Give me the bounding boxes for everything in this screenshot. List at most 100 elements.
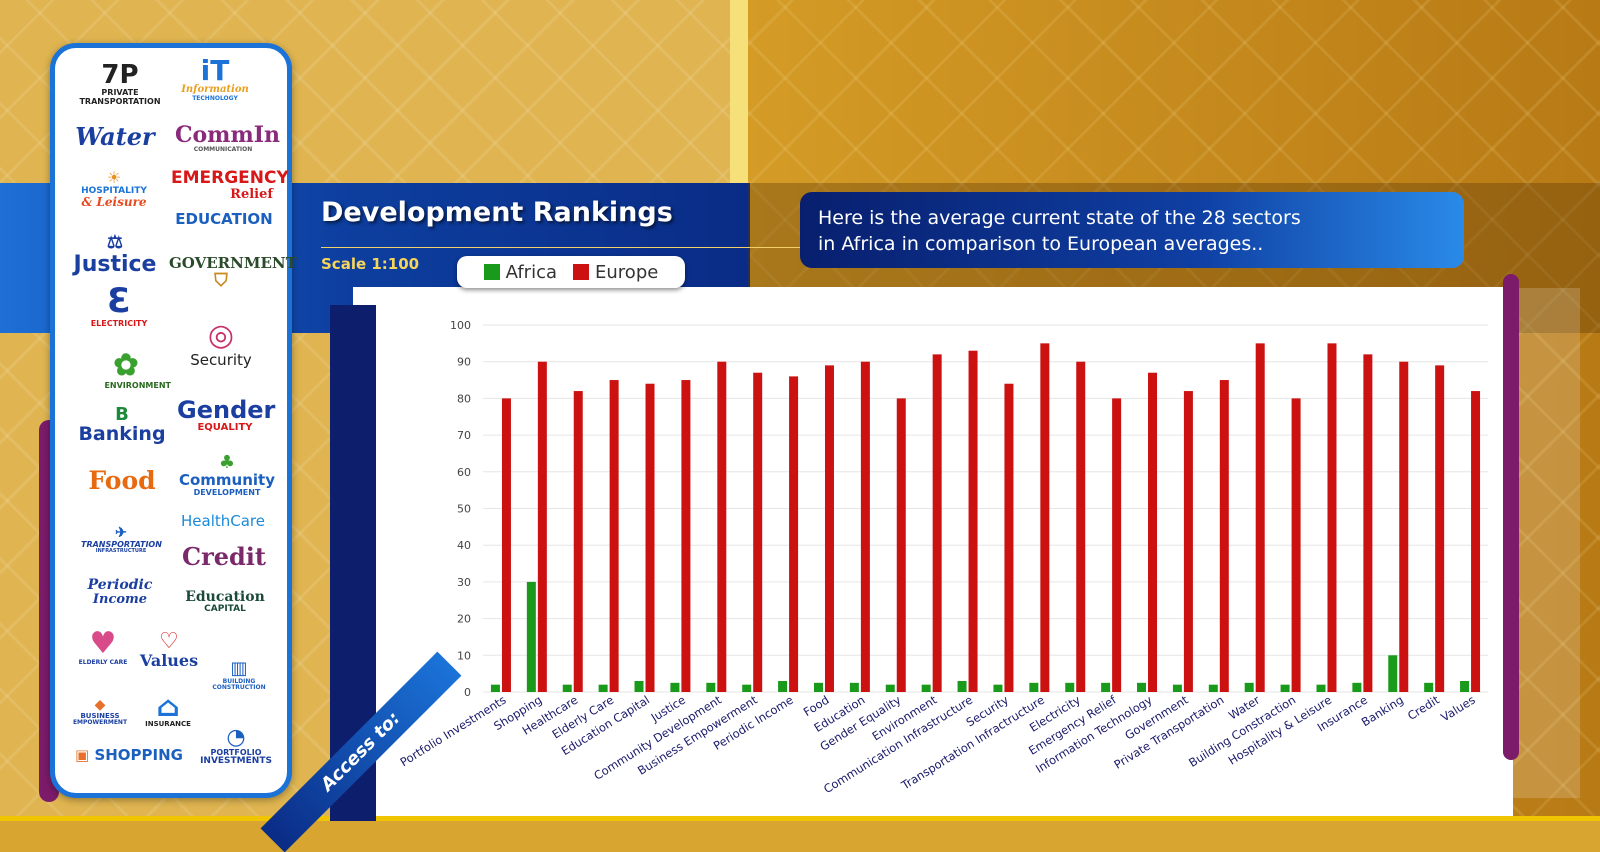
logo-security[interactable]: ◎ Security [179, 320, 263, 368]
legend-label-africa: Africa [505, 261, 558, 283]
logo-label: ELECTRICITY [90, 318, 148, 328]
logo-sublabel: INFRASTRUCTURE [95, 548, 147, 555]
logo-shopping[interactable]: ▣ SHOPPING [75, 747, 183, 764]
logo-label: Education [185, 589, 265, 605]
bar-europe-24 [1363, 354, 1373, 692]
logo-label: Food [88, 466, 156, 495]
logo-label: HealthCare [181, 512, 265, 530]
bar-europe-16 [1076, 361, 1086, 692]
development-rankings-chart: 0 10 20 30 40 50 60 70 80 90 100 Portfolio Investm… [398, 319, 1488, 796]
logo-label: Justice [73, 251, 157, 277]
bar-africa-27 [1460, 680, 1470, 692]
logo-gender-equality[interactable]: Gender EQUALITY [177, 396, 276, 434]
crane-icon: ▥ [230, 658, 248, 679]
it-glyph-icon: iT [200, 54, 230, 87]
bar-europe-17 [1112, 398, 1122, 692]
legend-item-europe: Europe [573, 262, 658, 283]
bar-europe-3 [609, 380, 619, 692]
logo-transportation[interactable]: ✈ TRANSPORTATION INFRASTRUCTURE [81, 526, 162, 555]
logo-emergency-relief[interactable]: EMERGENCY Relief [171, 169, 289, 201]
info-box: Here is the average current state of the… [800, 192, 1464, 268]
logo-label: Security [190, 350, 252, 369]
logo-information-technology[interactable]: iT Information TECHNOLOGY [177, 56, 253, 102]
y-tick-label: 20 [457, 613, 471, 626]
bar-africa-25 [1388, 655, 1398, 692]
y-tick-label: 100 [450, 319, 471, 332]
logo-values[interactable]: ♡ Values [137, 629, 201, 671]
info-line-1: Here is the average current state of the… [818, 207, 1301, 229]
logo-sublabel: INVESTMENTS [200, 756, 272, 767]
y-tick-label: 90 [457, 356, 471, 369]
bar-africa-12 [921, 684, 931, 692]
bar-europe-10 [860, 361, 870, 692]
logo-label: Values [139, 651, 199, 671]
transport-glyph-icon: 7P [101, 60, 139, 90]
logo-sublabel: DEVELOPMENT [193, 487, 261, 497]
y-tick-label: 30 [457, 576, 471, 589]
bar-africa-17 [1101, 682, 1111, 692]
bar-africa-5 [670, 682, 680, 692]
bar-africa-18 [1137, 682, 1147, 692]
y-tick-label: 10 [457, 649, 471, 662]
banking-b-icon: B [115, 404, 129, 425]
logo-food[interactable]: Food [85, 466, 159, 495]
bar-europe-2 [573, 391, 583, 692]
legend-item-africa: Africa [483, 261, 558, 283]
bar-europe-5 [681, 380, 691, 692]
logo-business-empowerment[interactable]: ◆ BUSINESS EMPOWERMENT [65, 698, 135, 726]
logo-label: BUILDING CONSTRUCTION [212, 677, 266, 692]
bar-africa-0 [490, 684, 500, 692]
logo-building-construction[interactable]: ▥ BUILDING CONSTRUCTION [203, 658, 275, 692]
house-umbrella-icon: ⌂ [156, 690, 180, 723]
logo-justice[interactable]: ⚖ Justice [69, 233, 161, 277]
logo-label: BUSINESS [80, 711, 120, 720]
bar-europe-13 [968, 350, 978, 692]
logo-label: HOSPITALITY [81, 185, 147, 196]
logo-water[interactable]: Water [75, 124, 155, 149]
shield-icon: ⛉ [214, 269, 228, 291]
logo-community-development[interactable]: ♣ Community DEVELOPMENT [177, 452, 277, 497]
logo-sublabel: CAPITAL [204, 603, 246, 614]
logo-education-capital[interactable]: Education CAPITAL [175, 590, 275, 614]
bar-africa-23 [1316, 684, 1326, 692]
bar-africa-16 [1065, 682, 1075, 692]
bar-africa-4 [634, 680, 644, 692]
bar-africa-8 [778, 680, 788, 692]
logo-private-transportation[interactable]: 7P PRIVATE TRANSPORTATION [75, 60, 165, 106]
bar-africa-2 [562, 684, 572, 692]
bar-europe-26 [1435, 365, 1445, 692]
logo-credit[interactable]: Credit [179, 544, 269, 569]
logo-label: GOVERNMENT [169, 254, 297, 272]
logo-insurance[interactable]: ⌂ INSURANCE [135, 692, 201, 729]
x-axis-labels: Portfolio InvestmentsShoppingHealthcareE… [398, 692, 1478, 796]
logo-commin[interactable]: CommIn COMMUNICATION [175, 123, 280, 153]
bar-africa-26 [1424, 682, 1434, 692]
bar-europe-12 [932, 354, 942, 692]
y-tick-label: 0 [464, 686, 471, 699]
logo-label: Gender [177, 396, 276, 424]
logo-hospitality[interactable]: ☀ HOSPITALITY & Leisure [69, 169, 159, 209]
logo-sublabel: EMPOWERMENT [72, 719, 128, 727]
logo-periodic-income[interactable]: Periodic Income [77, 578, 163, 606]
logo-electricity[interactable]: Ɛ ELECTRICITY [79, 283, 159, 328]
logo-elderly-care[interactable]: ♥ ELDERLY CARE [75, 628, 131, 666]
bar-europe-19 [1183, 391, 1193, 692]
logo-label: TRANSPORTATION [81, 539, 162, 549]
logo-portfolio-investments[interactable]: ◔ PORTFOLIO INVESTMENTS [193, 725, 279, 767]
logo-healthcare[interactable]: HealthCare [173, 512, 273, 530]
logo-label: Information [181, 84, 249, 96]
right-accent-pill [1503, 274, 1519, 760]
title-divider [321, 247, 801, 248]
bar-europe-25 [1399, 361, 1409, 692]
bar-africa-6 [706, 682, 716, 692]
business-icon: ◆ [94, 697, 106, 713]
bar-europe-7 [753, 372, 763, 692]
logo-government[interactable]: GOVERNMENT ⛉ [169, 254, 297, 291]
logo-education[interactable]: EDUCATION [173, 211, 275, 228]
chart-grid [483, 324, 1488, 693]
bar-africa-1 [526, 581, 536, 692]
tree-icon: ♣ [218, 452, 236, 473]
logo-environment[interactable]: ✿ ENVIRONMENT [81, 350, 171, 390]
bar-europe-27 [1471, 391, 1481, 692]
logo-banking[interactable]: B Banking [77, 404, 167, 445]
